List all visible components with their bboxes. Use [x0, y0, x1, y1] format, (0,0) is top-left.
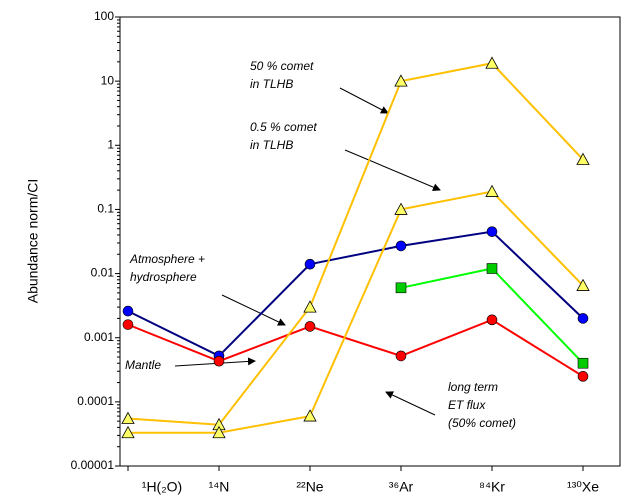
- annotation: long term: [448, 380, 498, 394]
- annotation: (50% comet): [448, 416, 516, 430]
- marker: [121, 425, 135, 439]
- marker: [304, 258, 316, 270]
- marker: [485, 56, 499, 69]
- annotation: Mantle: [125, 358, 161, 372]
- marker: [486, 314, 498, 326]
- y-tick-label: 10: [101, 73, 115, 87]
- y-tick-label: 0.001: [84, 330, 114, 344]
- marker: [303, 409, 317, 422]
- x-tick-label: ¹⁴N: [209, 479, 230, 495]
- marker: [121, 411, 135, 424]
- x-tick-label: ³⁶Ar: [389, 479, 414, 495]
- series-line: [128, 190, 584, 434]
- marker: [394, 202, 408, 215]
- annotation: in TLHB: [250, 77, 293, 91]
- marker: [213, 355, 225, 367]
- annotation: Atmosphere +: [129, 252, 205, 266]
- y-tick-label: 0.01: [91, 266, 115, 280]
- annotation: 50 % comet: [250, 59, 314, 73]
- marker: [486, 263, 498, 274]
- marker: [485, 184, 499, 197]
- marker: [576, 152, 590, 165]
- x-tick-label: ⁸⁴Kr: [479, 479, 505, 495]
- series-line: [127, 62, 584, 426]
- marker: [395, 350, 407, 362]
- y-tick-label: 0.0001: [77, 394, 114, 408]
- marker: [576, 278, 590, 291]
- x-tick-label: ¹H(₂O): [142, 479, 182, 495]
- y-tick-label: 0.1: [97, 202, 114, 216]
- annotation: in TLHB: [250, 138, 293, 152]
- marker: [577, 313, 589, 324]
- annotation: 0.5 % comet: [250, 120, 317, 134]
- annotation-arrows: [174, 87, 441, 416]
- marker: [304, 321, 316, 332]
- marker: [303, 300, 317, 313]
- y-tick-label: 0.00001: [71, 458, 115, 472]
- marker: [122, 305, 134, 317]
- series-line: [127, 318, 584, 378]
- marker: [394, 74, 408, 87]
- plot-frame: [119, 16, 621, 467]
- y-axis-label: Abundance norm/CI: [25, 179, 41, 304]
- x-tick-label: ²²Ne: [296, 479, 323, 495]
- x-tick-label: ¹³⁰Xe: [567, 479, 599, 495]
- series-line: [127, 230, 584, 358]
- y-tick-label: 1: [107, 137, 114, 151]
- marker: [577, 357, 589, 369]
- marker: [212, 425, 226, 439]
- marker: [486, 226, 498, 237]
- marker: [395, 240, 407, 252]
- y-tick-label: 100: [94, 9, 114, 23]
- marker: [122, 319, 134, 330]
- annotation: ET flux: [448, 398, 486, 412]
- annotation: hydrosphere: [130, 270, 197, 284]
- marker: [395, 282, 407, 294]
- marker: [577, 371, 589, 382]
